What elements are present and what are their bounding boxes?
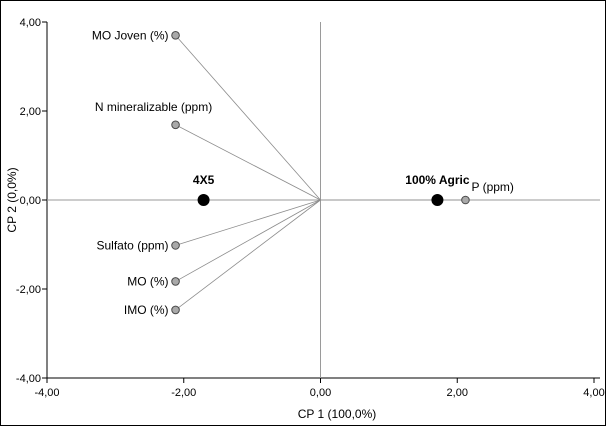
y-tick-label: -2,00 <box>16 284 41 296</box>
variable-label: MO (%) <box>127 274 168 288</box>
variable-vector <box>175 199 321 311</box>
x-tick-label: -2,00 <box>171 387 196 399</box>
y-tick-label: -4,00 <box>16 373 41 385</box>
variable-point <box>461 195 470 205</box>
y-tick-label: 0,00 <box>20 195 41 207</box>
variable-vector <box>175 199 321 282</box>
variable-point <box>171 277 180 286</box>
y-ticks: -4,00 -2,00 0,00 2,00 4,00 <box>16 17 47 385</box>
variable-point <box>171 120 180 130</box>
y-tick-label: 2,00 <box>20 106 41 118</box>
x-tick-label: 4,00 <box>583 387 604 399</box>
variable-label: P (ppm) <box>471 180 513 194</box>
variable-label: Sulfato (ppm) <box>97 238 169 252</box>
variable-label: MO Joven (%) <box>92 28 169 42</box>
variable-vector <box>175 199 321 246</box>
variable-vector <box>175 35 321 201</box>
x-tick-label: 2,00 <box>447 387 468 399</box>
variable-label: N mineralizable (ppm) <box>95 100 212 114</box>
x-ticks: -4,00 -2,00 0,00 2,00 4,00 <box>34 378 605 399</box>
y-tick-label: 4,00 <box>20 17 41 29</box>
x-axis-title: CP 1 (100,0%) <box>298 407 377 421</box>
observation-label: 4X5 <box>193 173 215 187</box>
variable-label: IMO (%) <box>124 303 169 317</box>
observation-label: 100% Agric <box>405 173 470 187</box>
observation-point <box>197 194 210 206</box>
x-tick-label: 0,00 <box>310 387 331 399</box>
y-axis-title: CP 2 (0,0%) <box>5 167 19 232</box>
point-labels: MO Joven (%) N mineralizable (ppm) Sulfato… <box>92 28 514 317</box>
observation-point <box>431 194 444 206</box>
x-tick-label: -4,00 <box>34 387 59 399</box>
variable-point <box>171 241 180 250</box>
points-layer <box>171 31 470 315</box>
variable-vector <box>175 124 321 201</box>
variable-point <box>171 31 180 40</box>
variable-point <box>171 305 180 315</box>
